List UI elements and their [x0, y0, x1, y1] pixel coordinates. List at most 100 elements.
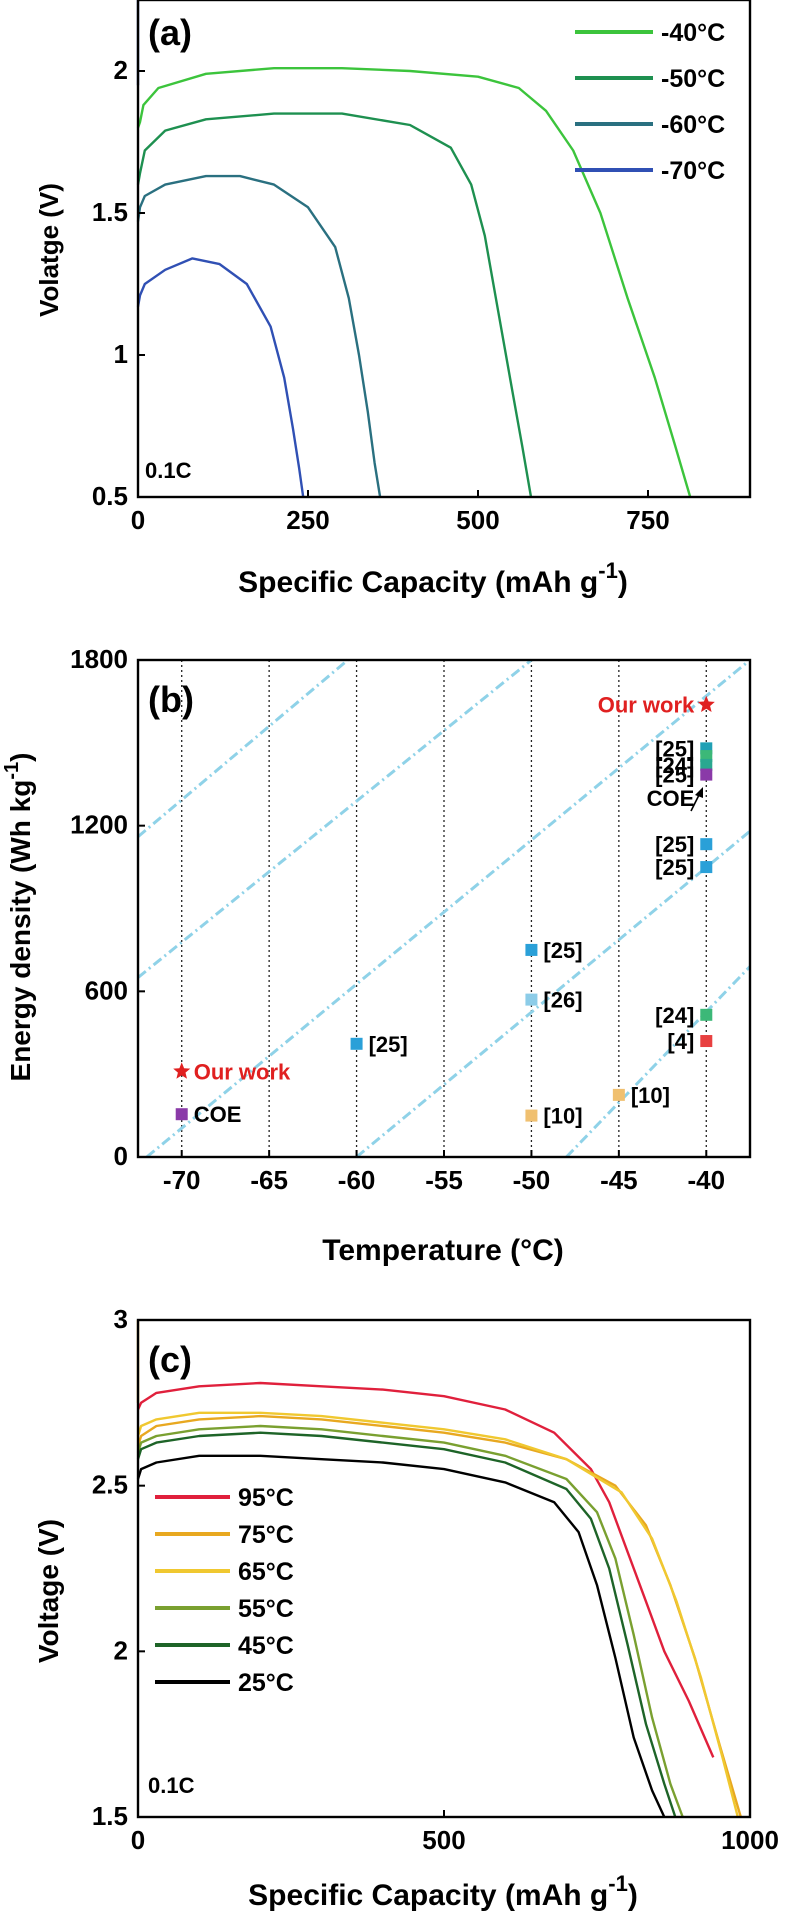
panel-a-y-tick-label: 1	[114, 339, 128, 369]
panel-b-data-point	[350, 1037, 363, 1050]
panel-b-data-point	[700, 861, 713, 874]
panel-c-series-line	[136, 1411, 739, 1818]
panel-b-x-axis-label: Temperature (°C)	[322, 1234, 563, 1267]
panel-a-series-line	[136, 66, 692, 498]
panel-b-data-point	[175, 1108, 188, 1121]
panel-b-axes: -70 -65 -60 -55 -50 -45 -40 0 600 1200 1800	[70, 644, 725, 1195]
panel-c-legend-label: 45°C	[238, 1632, 294, 1660]
panel-b-point-label: [10]	[543, 1104, 582, 1129]
panel-b-y-axis-label: Energy density (Wh kg-1)	[1, 753, 36, 1082]
panel-b-point-label: COE	[194, 1102, 242, 1127]
panel-a-legend-label: -50°C	[661, 65, 725, 93]
panel-a-curves	[136, 0, 692, 498]
panel-c-y-axis-label: Voltage (V)	[33, 1519, 64, 1663]
panel-b-point-label: [25]	[369, 1032, 408, 1057]
panel-c-y-tick-label: 3	[114, 1304, 128, 1334]
panel-b-point-label: [10]	[631, 1083, 670, 1108]
panel-a-x-tick-label: 250	[286, 505, 329, 535]
panel-a-legend-label: -60°C	[661, 111, 725, 139]
panel-b-x-tick-label: -40	[687, 1165, 725, 1195]
panel-a-y-tick-label: 0.5	[92, 481, 128, 511]
panel-a-series-line	[136, 257, 305, 498]
panel-c-x-tick-label: 0	[131, 1825, 145, 1855]
panel-a-label: (a)	[148, 12, 192, 53]
panel-b-points: Our work[25][24][25]COE[25][25][24][4][1…	[173, 693, 715, 1129]
panel-b-data-point	[700, 1008, 713, 1021]
panel-b-y-tick-label: 600	[85, 975, 128, 1005]
panel-a-legend: -40°C -50°C -60°C -70°C	[575, 19, 725, 185]
panel-a-legend-label: -70°C	[661, 157, 725, 185]
panel-a-series-line	[136, 112, 533, 498]
panel-b-point-label: [25]	[655, 855, 694, 880]
panel-c-series-line	[136, 1431, 677, 1818]
panel-c-curves	[136, 1320, 742, 1818]
panel-b-data-point	[700, 1035, 713, 1048]
panel-c-y-tick-label: 2	[114, 1635, 128, 1665]
panel-c-y-tick-label: 2.5	[92, 1470, 128, 1500]
panel-b-y-tick-label: 0	[114, 1141, 128, 1171]
panel-c-label: (c)	[148, 1339, 192, 1380]
panel-b-point-label: [25]	[543, 938, 582, 963]
panel-a-y-tick-label: 2	[114, 55, 128, 85]
panel-b-point-label: [26]	[543, 988, 582, 1013]
panel-b-diagonal-guide	[137, 658, 533, 979]
panel-b-label: (b)	[148, 679, 194, 720]
panel-c-legend: 95°C 75°C 65°C 55°C 45°C 25°C	[155, 1484, 294, 1697]
panel-b-data-point	[525, 943, 538, 956]
panel-a-plot-frame	[136, 0, 752, 499]
panel-c-legend-label: 65°C	[238, 1558, 294, 1586]
panel-c-legend-label: 55°C	[238, 1595, 294, 1623]
panel-b-data-point	[700, 758, 713, 771]
panel-c-y-tick-label: 1.5	[92, 1801, 128, 1831]
panel-a-y-tick-label: 1.5	[92, 197, 128, 227]
panel-c-x-tick-label: 500	[422, 1825, 465, 1855]
panel-b-point-label: [25]	[655, 763, 694, 788]
panel-b-point-label: [25]	[655, 736, 694, 761]
panel-b-point-label: [24]	[655, 1003, 694, 1028]
panel-b-data-point	[700, 768, 713, 781]
panel-c-series-line	[136, 1424, 684, 1818]
panel-b-x-tick-label: -55	[425, 1165, 463, 1195]
panel-c-series-line	[136, 1381, 715, 1758]
panel-b-point-label: Our work	[598, 693, 695, 718]
panel-b-y-tick-label: 1800	[70, 644, 128, 674]
panel-a-series-line	[136, 174, 382, 498]
panel-b-gridlines	[137, 658, 752, 1159]
panel-a-legend-label: -40°C	[661, 19, 725, 47]
panel-c-voltage-capacity-high-temp: 0 500 1000 1.5 2 2.5 3 (c) 0.1C 95°C 75°C 65°C 55…	[33, 1304, 779, 1912]
panel-c-rate-annotation: 0.1C	[148, 1773, 195, 1798]
panel-c-axes: 0 500 1000 1.5 2 2.5 3	[92, 1304, 779, 1855]
panel-b-x-tick-label: -70	[163, 1165, 201, 1195]
panel-b-data-point	[700, 838, 713, 851]
panel-a-rate-annotation: 0.1C	[145, 458, 192, 483]
panel-b-coe-arrowhead	[695, 787, 703, 798]
panel-c-x-tick-label: 1000	[721, 1825, 779, 1855]
panel-c-legend-label: 25°C	[238, 1669, 294, 1697]
panel-b-y-tick-label: 1200	[70, 810, 128, 840]
panel-b-diagonal-guide	[355, 830, 751, 1159]
panel-a-axes: 0 250 500 750 0.5 1 1.5 2	[92, 55, 670, 535]
panel-b-x-tick-label: -65	[250, 1165, 288, 1195]
panel-c-legend-label: 95°C	[238, 1484, 294, 1512]
panel-b-point-label: [4]	[667, 1029, 694, 1054]
panel-a-x-axis-label: Specific Capacity (mAh g-1)	[238, 558, 628, 599]
panel-b-star-point	[697, 695, 715, 712]
panel-b-star-point	[173, 1062, 191, 1079]
panel-b-point-label: [25]	[655, 832, 694, 857]
panel-c-legend-label: 75°C	[238, 1521, 294, 1549]
panel-a-x-tick-label: 750	[626, 505, 669, 535]
panel-b-x-tick-label: -60	[338, 1165, 376, 1195]
panel-b-diagonal-guide	[565, 965, 752, 1159]
panel-b-x-tick-label: -50	[513, 1165, 551, 1195]
panel-b-diagonal-guide	[137, 658, 349, 838]
panel-c-x-axis-label: Specific Capacity (mAh g-1)	[248, 1871, 638, 1912]
panel-a-voltage-capacity-low-temp: 0 250 500 750 0.5 1 1.5 2 (a) 0.1C -40°C -50°C -6…	[34, 0, 752, 599]
panel-b-data-point	[525, 993, 538, 1006]
panel-b-point-label: Our work	[194, 1059, 291, 1084]
panel-b-point-label: [24]	[655, 753, 694, 778]
panel-b-point-label: COE	[647, 786, 695, 811]
panel-b-data-point	[612, 1088, 625, 1101]
panel-b-energy-density-temperature: Our work[25][24][25]COE[25][25][24][4][1…	[1, 644, 752, 1267]
panel-b-x-tick-label: -45	[600, 1165, 638, 1195]
